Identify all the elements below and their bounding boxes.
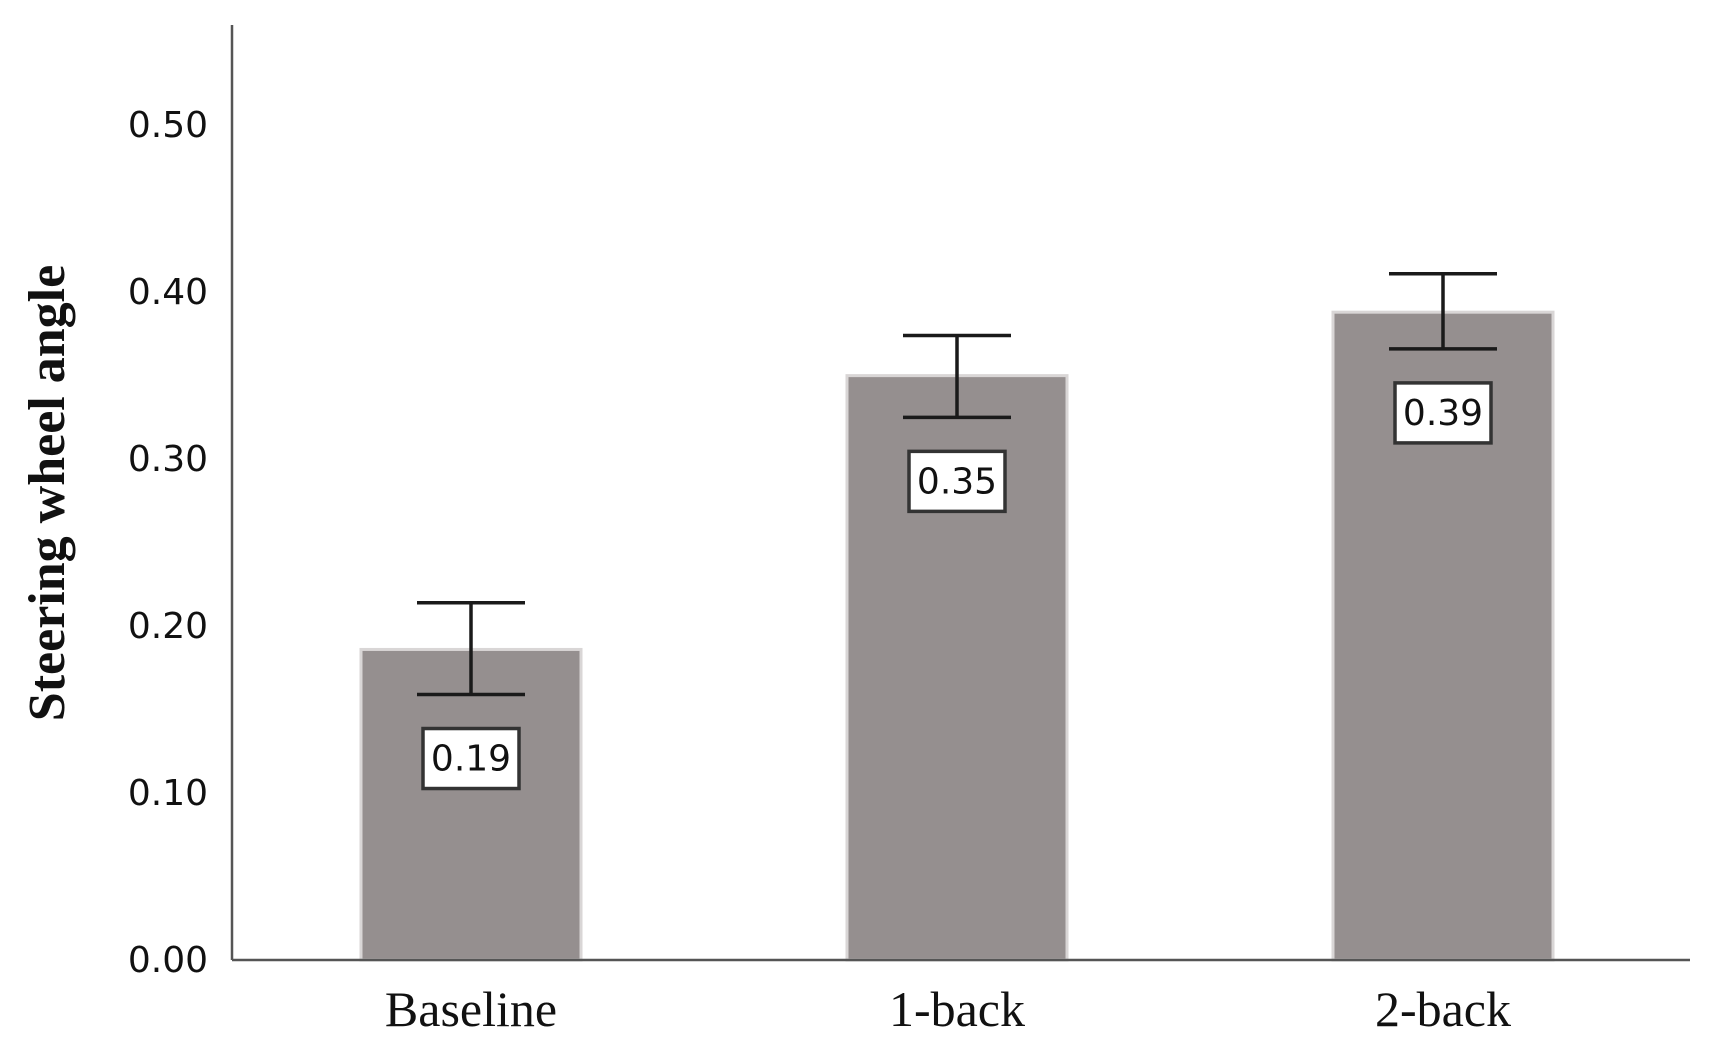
bar — [359, 647, 583, 962]
x-category-label: 2-back — [1375, 981, 1511, 1037]
data-label-box — [1393, 381, 1493, 445]
data-label-box — [907, 449, 1007, 514]
x-axis-labels: Baseline 1-back 2-back — [385, 981, 1511, 1037]
y-tick-label: 0.40 — [128, 272, 208, 313]
y-axis-ticks: 0.00 0.10 0.20 0.30 0.40 0.50 — [128, 105, 208, 981]
y-tick-label: 0.30 — [128, 439, 208, 480]
y-axis-title: Steering wheel angle — [19, 265, 76, 721]
error-bars — [417, 272, 1497, 697]
y-tick-label: 0.00 — [128, 940, 208, 981]
data-label: 0.39 — [1403, 393, 1483, 434]
data-label: 0.19 — [431, 739, 511, 780]
x-category-label: 1-back — [889, 981, 1025, 1037]
y-tick-label: 0.20 — [128, 606, 208, 647]
y-tick-label: 0.10 — [128, 773, 208, 814]
data-label-box — [421, 726, 521, 791]
x-category-label: Baseline — [385, 981, 557, 1037]
data-labels: 0.19 0.35 0.39 — [421, 381, 1493, 791]
data-label: 0.35 — [917, 461, 997, 502]
axes — [230, 25, 1690, 962]
y-axis-title-group: Steering wheel angle — [19, 265, 76, 721]
y-tick-label: 0.50 — [128, 105, 208, 146]
